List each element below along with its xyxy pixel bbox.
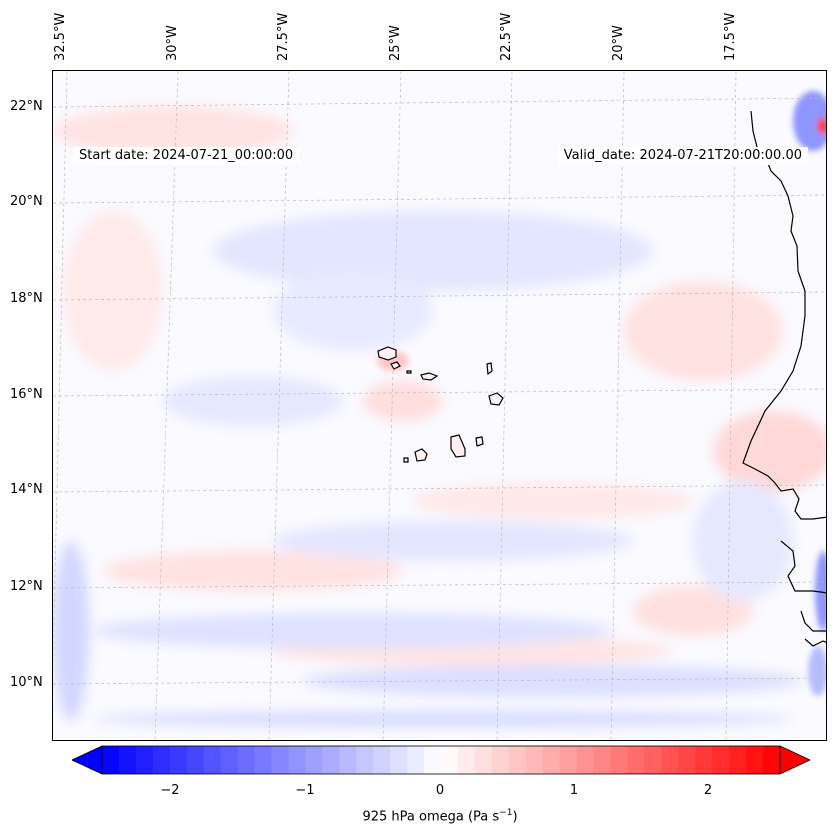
colorbar-cell: [525, 746, 544, 774]
island-santo-antao: [377, 346, 397, 361]
island-sao-vicente: [390, 361, 401, 370]
colorbar-cell: [271, 746, 289, 774]
colorbar-tick-minus1: −1: [295, 783, 315, 798]
start-date-label: Start date: 2024-07-21_00:00:00: [73, 147, 300, 165]
colorbar-cell: [305, 746, 323, 774]
omega-field-strong: [377, 91, 826, 696]
colorbar-cell: [254, 746, 272, 774]
island-boa-vista: [488, 392, 504, 406]
colorbar-cell: [288, 746, 306, 774]
lon-label-22-5w: 22.5°W: [499, 12, 514, 61]
valid-date-label: Valid_date: 2024-07-21T20:00:00.00: [557, 147, 808, 165]
colorbar-cell: [356, 746, 374, 774]
island-sao-nicolau: [420, 372, 439, 381]
colorbar-cell: [576, 746, 595, 774]
lon-label-25w: 25°W: [388, 25, 403, 61]
colorbar-label: 925 hPa omega (Pa s−1): [362, 808, 517, 824]
colorbar-cell: [695, 746, 713, 774]
colorbar-cell: [712, 746, 730, 774]
omega-map: Start date: 2024-07-21_00:00:00 Valid_da…: [52, 70, 827, 741]
lat-label-14n: 14°N: [10, 482, 43, 497]
colorbar-tick-0: 0: [435, 783, 445, 798]
colorbar-cell: [152, 746, 171, 774]
colorbar-frame: [101, 745, 781, 775]
colorbar-cell: [220, 746, 239, 774]
colorbar-cell: [169, 746, 188, 774]
omega-field-svg: [53, 71, 826, 740]
colorbar-cell: [102, 746, 120, 774]
colorbar-cell: [610, 746, 628, 774]
colorbar-cell: [135, 746, 154, 774]
island-maio: [475, 436, 484, 447]
colorbar-cell: [118, 746, 137, 774]
colorbar-label-sup: −1: [499, 808, 513, 818]
colorbar-cell: [593, 746, 611, 774]
colorbar-cell: [424, 746, 442, 774]
gridlines: [53, 71, 826, 740]
colorbar-tick-1: 1: [569, 783, 579, 798]
island-santa-luzia: [406, 370, 412, 374]
lat-label-18n: 18°N: [10, 291, 43, 306]
colorbar-cell: [322, 746, 340, 774]
island-sal: [486, 362, 493, 376]
colorbar-cell: [407, 746, 425, 774]
colorbar-cell: [474, 746, 493, 774]
colorbar-cell: [763, 746, 781, 774]
island-brava: [403, 457, 409, 463]
colorbar-max-extend: [779, 745, 810, 775]
colorbar-cell: [661, 746, 679, 774]
colorbar-cell: [644, 746, 662, 774]
colorbar-cells: [102, 746, 781, 774]
island-santiago: [450, 434, 466, 458]
colorbar-cell: [508, 746, 527, 774]
colorbar-cell: [729, 746, 747, 774]
colorbar-cell: [186, 746, 205, 774]
colorbar-cell: [627, 746, 645, 774]
colorbar-label-end: ): [512, 809, 518, 825]
lon-label-27-5w: 27.5°W: [276, 12, 291, 61]
colorbar-cell: [390, 746, 408, 774]
island-fogo: [414, 448, 428, 462]
lat-label-12n: 12°N: [10, 579, 43, 594]
colorbar-cell: [203, 746, 222, 774]
lat-label-22n: 22°N: [10, 99, 43, 114]
colorbar-cell: [542, 746, 561, 774]
colorbar-cell: [746, 746, 764, 774]
omega-field-blobs: [53, 106, 826, 727]
colorbar: [72, 745, 810, 775]
colorbar-tick-2: 2: [703, 783, 713, 798]
colorbar-cell: [491, 746, 510, 774]
lat-label-20n: 20°N: [10, 194, 43, 209]
colorbar-cell: [339, 746, 357, 774]
colorbar-cell: [237, 746, 256, 774]
colorbar-cell: [559, 746, 578, 774]
lon-label-20w: 20°W: [611, 25, 626, 61]
colorbar-cell: [373, 746, 391, 774]
colorbar-label-main: 925 hPa omega (Pa s: [362, 809, 500, 825]
cape-verde-islands: [377, 346, 504, 463]
lat-label-10n: 10°N: [10, 675, 43, 690]
colorbar-min-extend: [72, 745, 103, 775]
colorbar-cell: [678, 746, 696, 774]
lat-label-16n: 16°N: [10, 387, 43, 402]
lon-label-30w: 30°W: [165, 25, 180, 61]
lon-label-17-5w: 17.5°W: [723, 12, 738, 61]
african-coastline: [742, 110, 826, 520]
colorbar-tick-minus2: −2: [160, 783, 180, 798]
lon-label-32-5w: 32.5°W: [53, 12, 68, 61]
coastlines: [742, 110, 826, 647]
colorbar-cell: [457, 746, 476, 774]
colorbar-cell: [441, 746, 459, 774]
